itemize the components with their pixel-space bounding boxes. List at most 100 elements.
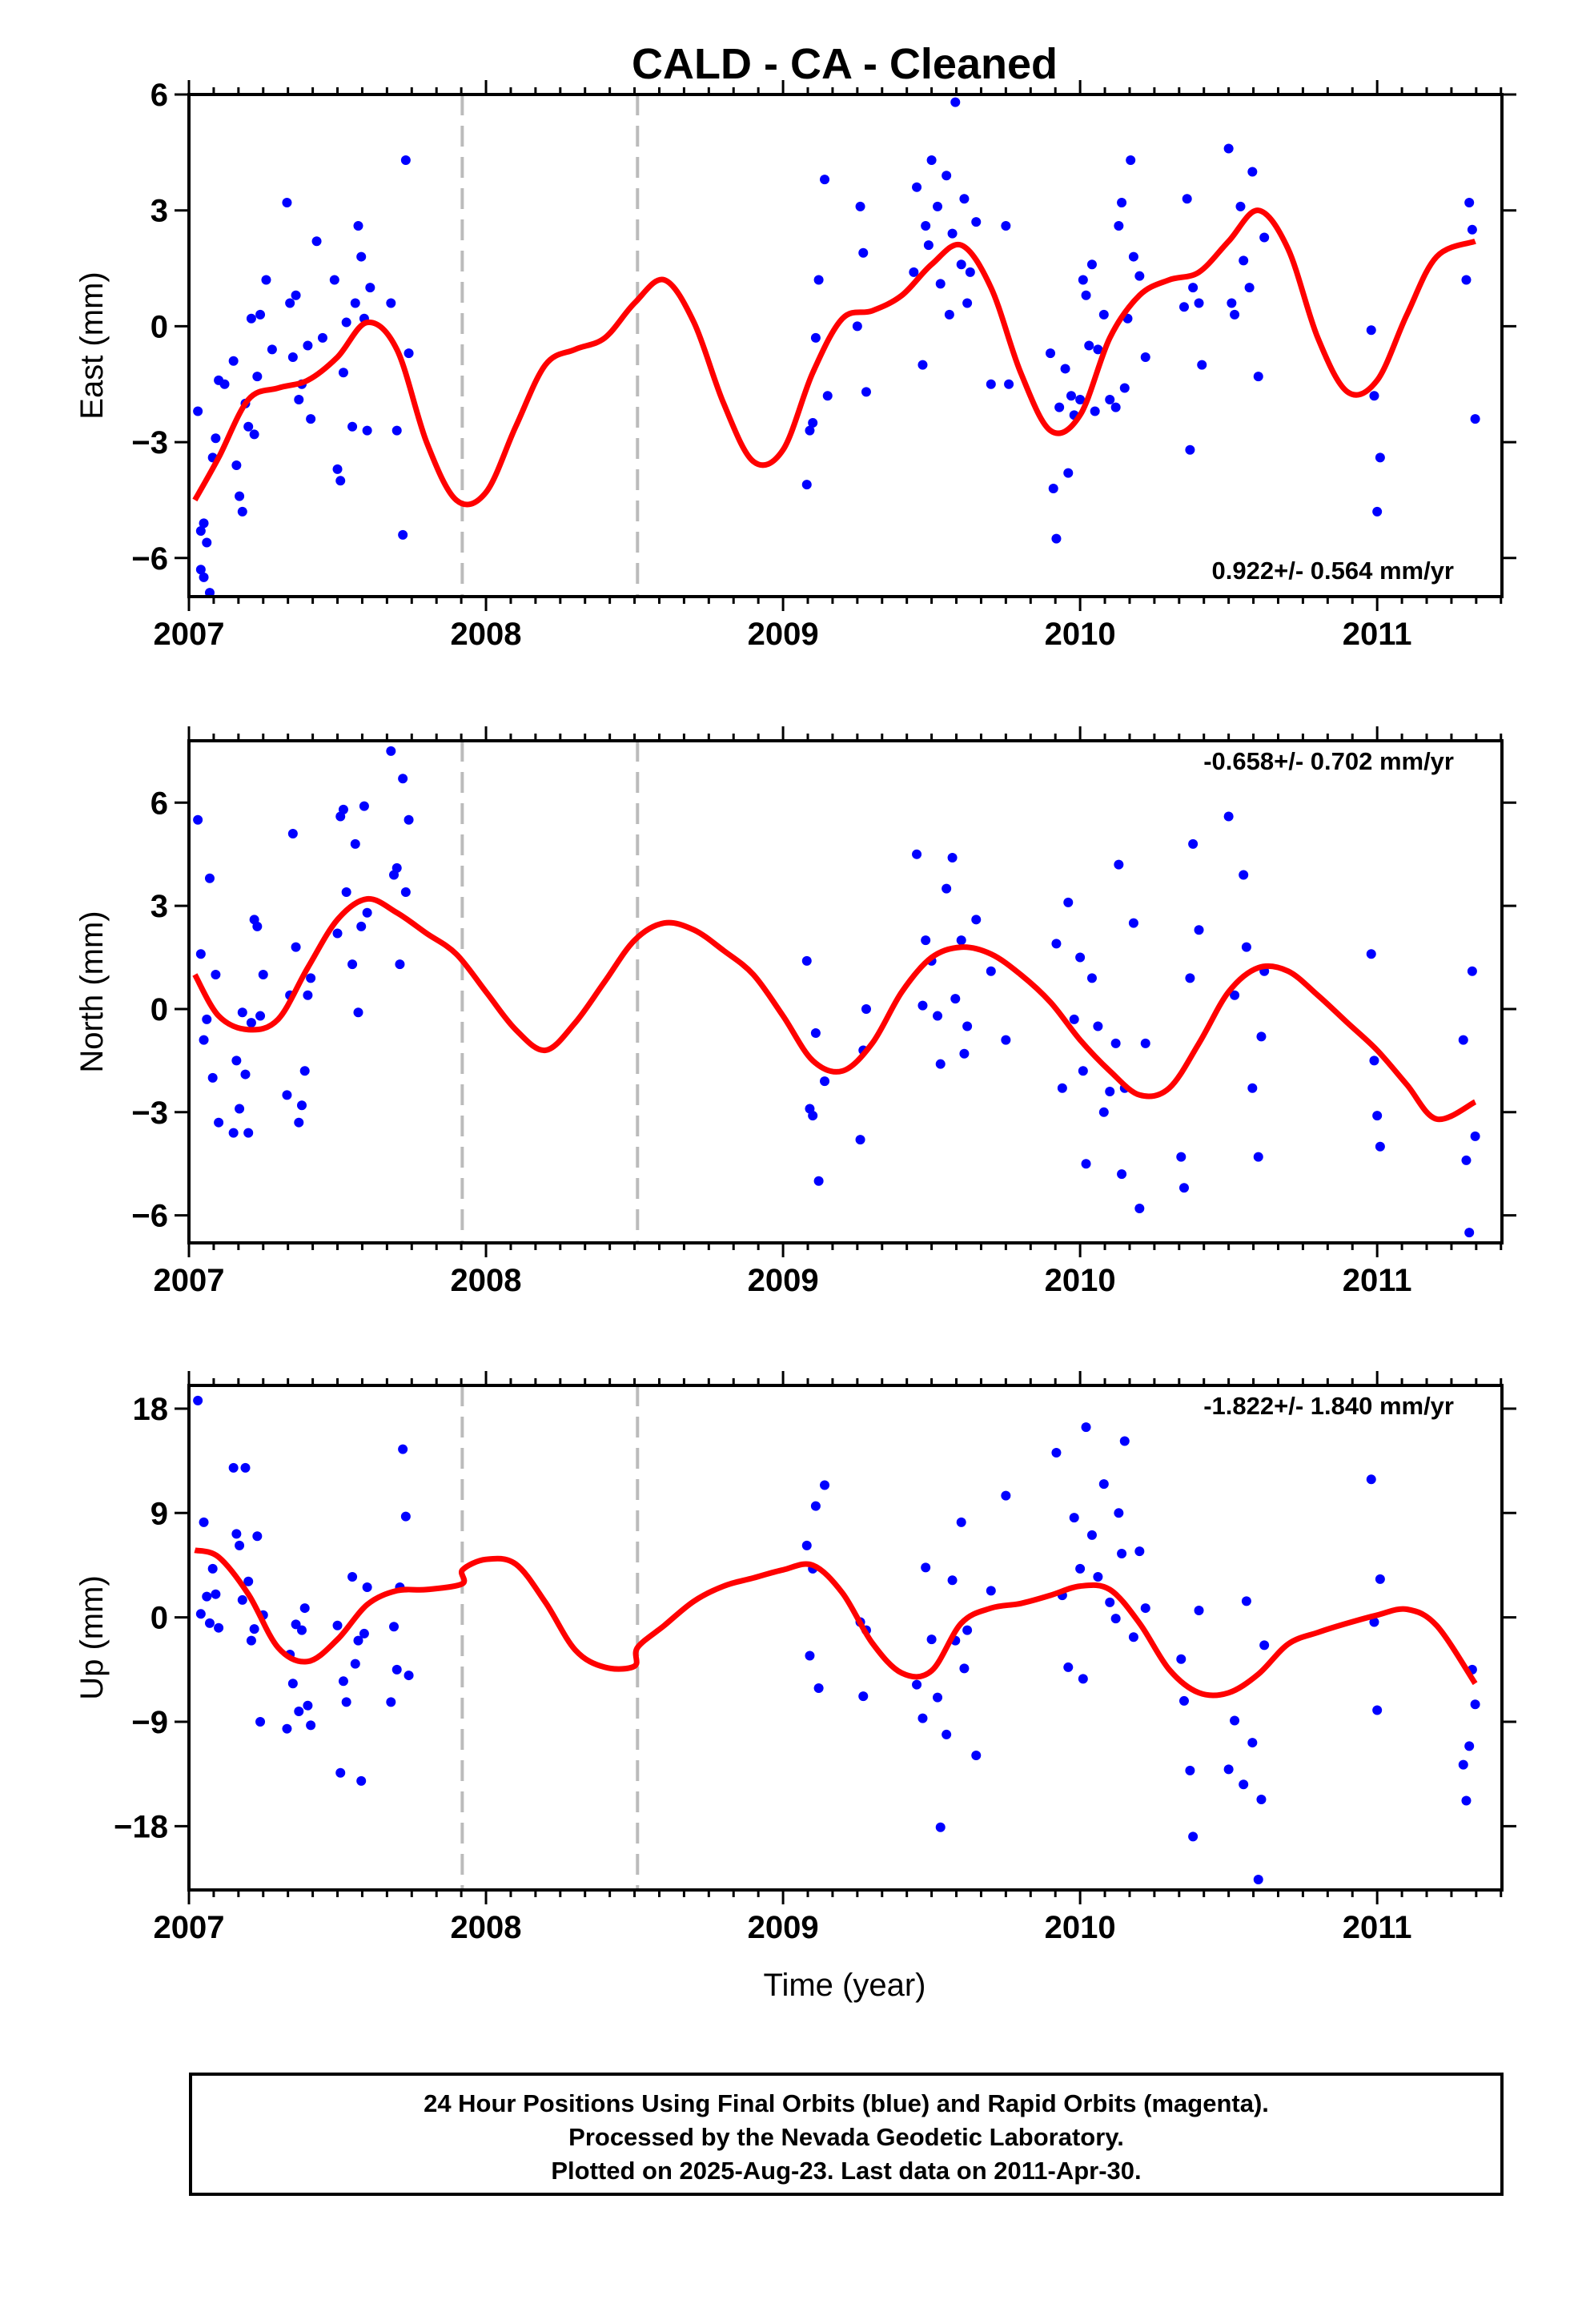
chart-title: CALD - CA - Cleaned: [632, 40, 1058, 88]
north-point: [917, 1000, 928, 1011]
north-point: [347, 959, 358, 970]
east-point: [285, 298, 295, 308]
panel-east: 2007 2008 2009 2010 2011 6 3 0 −3 −6 East (mm) 0.92…: [74, 78, 1516, 652]
east-point: [235, 491, 245, 501]
north-point: [362, 907, 372, 918]
east-x-tick-label: 2007: [154, 617, 225, 652]
up-point: [228, 1462, 239, 1473]
east-y-tick-label: −6: [131, 541, 168, 577]
east-point: [353, 220, 363, 231]
east-point: [249, 429, 259, 440]
east-point: [338, 368, 348, 378]
north-y-tick-label: 3: [151, 889, 168, 924]
east-point: [1461, 275, 1472, 285]
up-point: [1114, 1508, 1124, 1518]
up-point: [947, 1575, 958, 1586]
east-point: [329, 275, 339, 285]
north-points: [193, 746, 1480, 1238]
north-point: [1375, 1141, 1385, 1152]
up-x-tick-label: 2008: [451, 1910, 522, 1945]
east-point: [805, 425, 815, 436]
north-point: [1078, 1066, 1088, 1076]
east-point: [808, 417, 818, 428]
east-point: [1004, 379, 1014, 389]
north-point: [359, 801, 369, 811]
east-points: [193, 97, 1480, 597]
east-point: [965, 267, 975, 277]
east-x-tick-label: 2008: [451, 617, 522, 652]
panel-up: 2007 2008 2009 2010 2011 18 9 0 −9 −18 Up (mm) -1.8…: [74, 1371, 1516, 1945]
east-point: [1140, 352, 1150, 362]
north-point: [1057, 1083, 1067, 1093]
north-y-tick-label: 6: [151, 786, 168, 821]
up-x-tick-label: 2010: [1045, 1910, 1116, 1945]
north-point: [1176, 1152, 1186, 1162]
east-point: [341, 317, 351, 328]
up-point: [296, 1625, 307, 1635]
up-point: [291, 1619, 301, 1630]
north-plot-frame: [187, 739, 1504, 1244]
up-point: [237, 1594, 247, 1605]
east-point: [947, 228, 958, 239]
east-x-tick-label: 2010: [1045, 617, 1116, 652]
east-point: [855, 201, 865, 211]
east-point: [303, 340, 313, 351]
up-point: [1093, 1571, 1103, 1582]
up-point: [921, 1562, 931, 1573]
east-point: [956, 259, 966, 270]
east-point: [935, 279, 946, 289]
east-point: [1239, 255, 1249, 266]
east-point: [1372, 506, 1383, 517]
up-point: [1098, 1479, 1109, 1490]
north-point: [1241, 942, 1251, 952]
east-point: [1182, 194, 1192, 204]
up-rate-label: -1.822+/- 1.840 mm/yr: [1203, 1392, 1454, 1420]
north-point: [1470, 1131, 1480, 1141]
east-point: [1247, 167, 1258, 177]
up-point: [211, 1589, 221, 1599]
up-point: [1134, 1546, 1145, 1557]
east-point: [921, 220, 931, 231]
north-point: [214, 1117, 224, 1128]
east-point: [317, 332, 327, 343]
up-point: [1069, 1513, 1079, 1523]
up-point: [294, 1706, 304, 1716]
east-point: [231, 460, 242, 471]
note-line-2: Processed by the Nevada Geodetic Laborat…: [568, 2123, 1124, 2151]
up-point: [204, 1618, 215, 1628]
east-point: [398, 529, 408, 540]
north-point: [237, 1007, 247, 1018]
north-rate-label: -0.658+/- 0.702 mm/yr: [1203, 747, 1454, 775]
up-point: [359, 1628, 369, 1638]
panel-north: 2007 2008 2009 2010 2011 6 3 0 −3 −6 North (mm) -0.…: [74, 726, 1516, 1298]
east-point: [335, 476, 346, 486]
east-point: [822, 391, 833, 401]
north-point: [1140, 1038, 1150, 1048]
up-point: [858, 1691, 869, 1702]
up-point: [389, 1622, 400, 1632]
east-point: [311, 236, 322, 247]
east-point: [291, 290, 301, 300]
up-point: [942, 1729, 952, 1739]
north-point: [1093, 1021, 1103, 1031]
north-point: [1369, 1055, 1379, 1066]
north-point: [1114, 859, 1124, 870]
east-point: [347, 421, 358, 432]
east-point: [1117, 198, 1127, 208]
east-point: [219, 379, 230, 389]
east-point: [1375, 452, 1385, 463]
north-point: [211, 970, 221, 980]
up-point: [1253, 1874, 1263, 1884]
east-point: [193, 406, 203, 416]
east-point: [243, 421, 254, 432]
east-point: [252, 372, 263, 382]
up-point: [214, 1622, 224, 1633]
east-point: [255, 309, 266, 320]
north-point: [202, 1014, 212, 1024]
north-point: [235, 1104, 245, 1114]
north-point: [306, 973, 316, 983]
east-point: [813, 275, 824, 285]
north-point: [820, 1076, 830, 1087]
east-point: [1066, 391, 1076, 401]
north-point: [395, 959, 405, 970]
